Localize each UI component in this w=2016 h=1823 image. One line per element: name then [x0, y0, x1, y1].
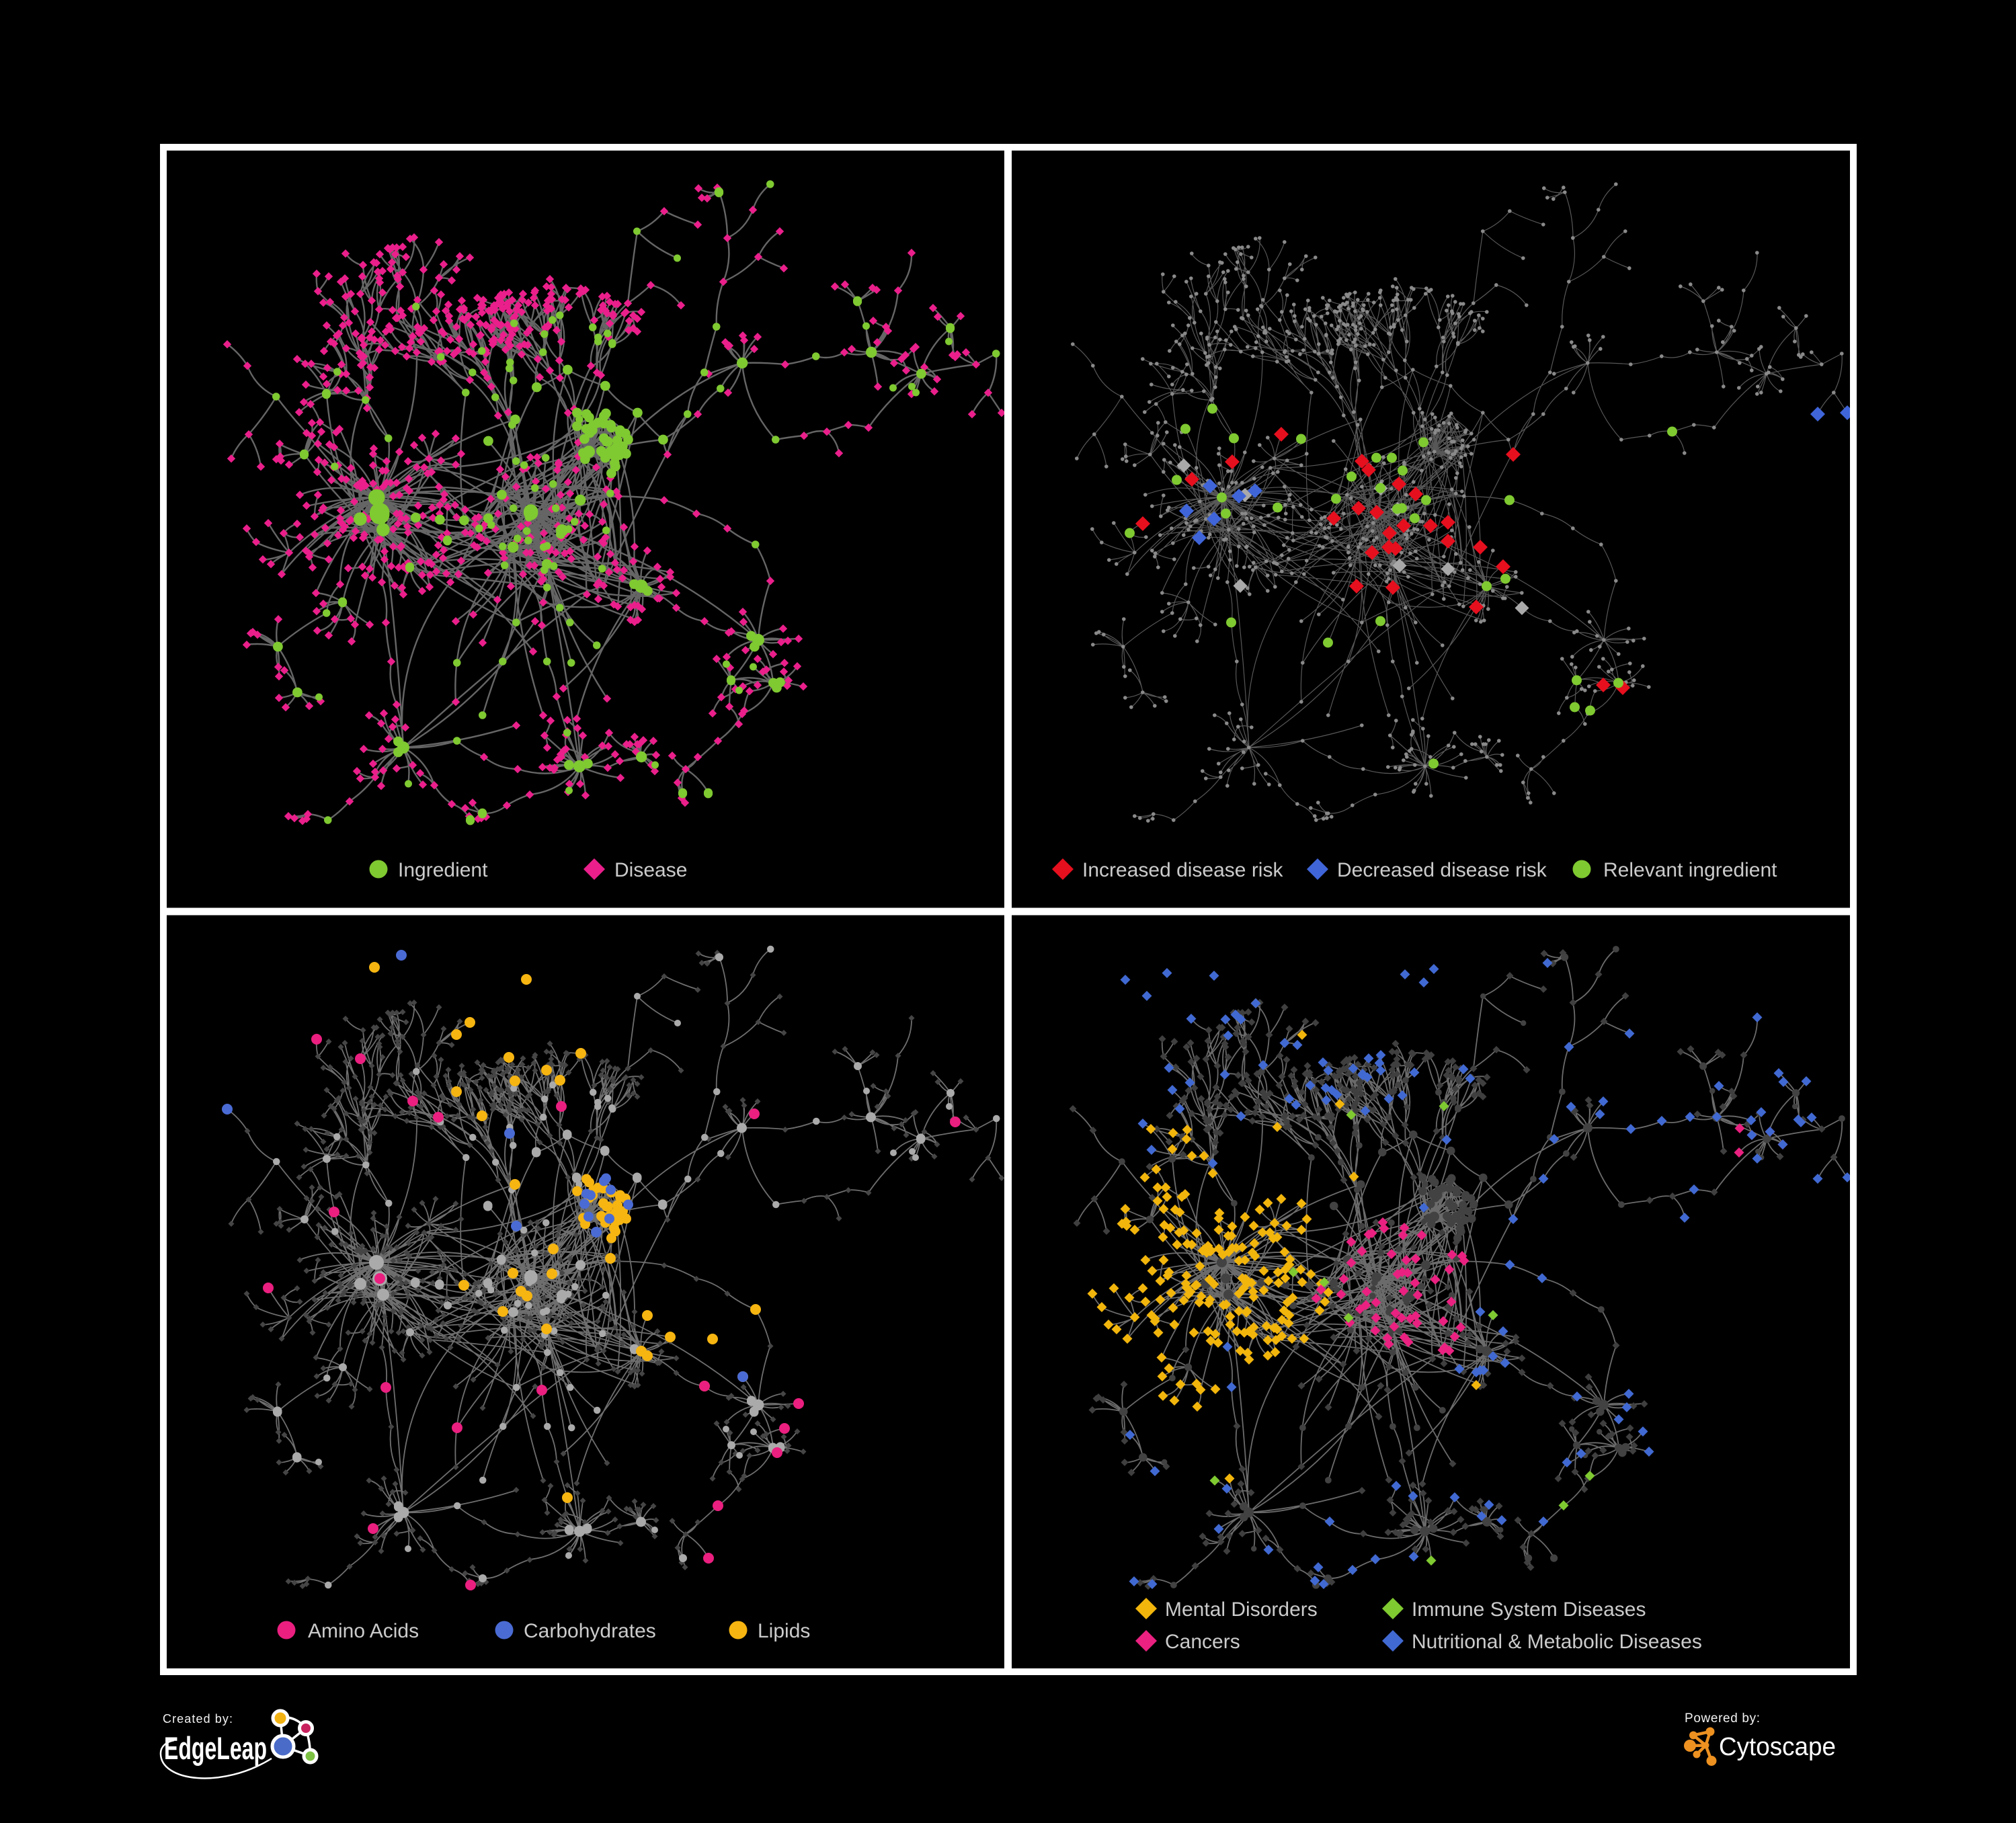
svg-text:Cancers: Cancers	[1165, 1631, 1240, 1653]
svg-text:Powered by:: Powered by:	[1685, 1711, 1760, 1726]
svg-text:Carbohydrates: Carbohydrates	[524, 1620, 656, 1642]
svg-text:Lipids: Lipids	[758, 1620, 810, 1642]
svg-text:Mental Disorders: Mental Disorders	[1165, 1598, 1318, 1621]
svg-text:Increased disease risk: Increased disease risk	[1082, 859, 1283, 881]
svg-text:Immune System Diseases: Immune System Diseases	[1412, 1598, 1646, 1621]
svg-text:Decreased disease risk: Decreased disease risk	[1337, 859, 1547, 881]
svg-text:EdgeLeap: EdgeLeap	[164, 1730, 267, 1766]
svg-text:Ingredient: Ingredient	[398, 859, 488, 881]
svg-text:Cytoscape: Cytoscape	[1719, 1733, 1836, 1761]
svg-text:Created by:: Created by:	[163, 1712, 233, 1726]
svg-text:Nutritional & Metabolic Diseas: Nutritional & Metabolic Diseases	[1412, 1631, 1702, 1653]
svg-text:Relevant ingredient: Relevant ingredient	[1603, 859, 1777, 881]
svg-text:Disease: Disease	[614, 859, 687, 881]
svg-text:Amino Acids: Amino Acids	[308, 1620, 419, 1642]
